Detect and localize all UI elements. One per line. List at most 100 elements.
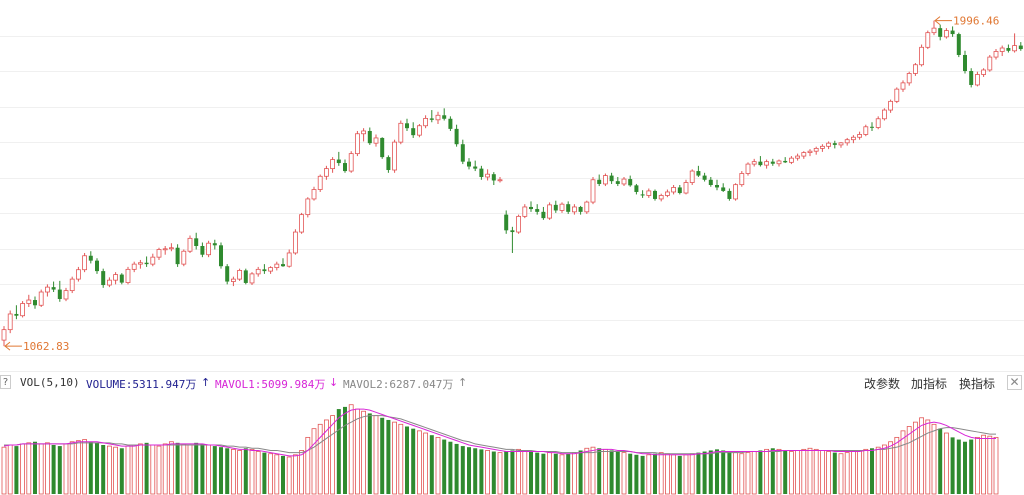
candle-body	[621, 178, 627, 185]
candle-body	[51, 287, 56, 290]
candle	[175, 244, 180, 267]
volume-bar	[423, 432, 429, 495]
volume-bar	[448, 441, 453, 494]
candle-body	[57, 289, 62, 299]
candle-body	[559, 203, 565, 211]
candle-body	[727, 190, 732, 199]
candle	[497, 176, 503, 183]
candle	[454, 124, 459, 147]
close-icon[interactable]: ✕	[1007, 375, 1022, 390]
volume-bar	[689, 453, 695, 495]
candle-body	[894, 88, 900, 102]
candle-body	[416, 125, 422, 136]
candle	[807, 149, 813, 157]
candle	[398, 120, 404, 145]
volume-bar	[764, 448, 769, 495]
candle	[683, 179, 689, 195]
volume-bar	[348, 404, 354, 495]
change-params-button[interactable]: 改参数	[864, 377, 901, 391]
candle	[900, 80, 906, 92]
add-indicator-button[interactable]: 加指标	[911, 377, 948, 391]
candle	[386, 155, 391, 173]
mavol1-down-arrow: ↓	[329, 376, 339, 389]
candle-body	[330, 159, 336, 170]
candle-body	[460, 144, 465, 162]
volume-bar	[386, 419, 391, 494]
volume-bar	[597, 448, 602, 494]
candle	[764, 159, 769, 169]
candle-body	[832, 143, 837, 145]
candle	[373, 134, 379, 147]
switch-indicator-button[interactable]: 换指标	[959, 377, 996, 391]
candle	[392, 139, 398, 173]
candle-body	[566, 204, 571, 212]
candle	[168, 243, 174, 252]
volume-bar	[653, 453, 657, 494]
volume-bar	[45, 442, 50, 495]
volume-bar	[863, 448, 869, 495]
candle	[237, 268, 243, 281]
candle	[305, 197, 311, 218]
volume-bar	[292, 454, 298, 495]
volume-bar	[497, 452, 503, 495]
candle	[925, 30, 931, 50]
candle-body	[162, 248, 168, 251]
candle	[665, 189, 670, 198]
volume-bar	[851, 451, 856, 495]
candle-body	[45, 286, 50, 293]
candle	[535, 204, 540, 215]
candle	[851, 135, 856, 144]
volume-bar	[789, 451, 794, 495]
candle-body	[807, 150, 813, 153]
volume-bar	[144, 442, 149, 494]
candle-body	[392, 141, 398, 171]
volume-bar	[541, 453, 546, 494]
candle-body	[150, 256, 156, 265]
candle-body	[801, 152, 807, 157]
candle-body	[708, 179, 713, 185]
candle	[194, 232, 199, 250]
candle	[88, 251, 93, 264]
volume-bar	[219, 447, 223, 494]
candle	[101, 268, 106, 288]
candle	[696, 165, 701, 177]
candle	[156, 247, 162, 260]
candle-body	[628, 179, 633, 186]
volume-bar	[373, 415, 379, 495]
volume-bar	[473, 448, 478, 494]
candles	[1, 20, 1023, 347]
volume-bar	[491, 451, 496, 494]
volume-bar	[442, 439, 447, 494]
candle-body	[20, 303, 26, 317]
volume-bar	[603, 448, 608, 495]
candle	[69, 276, 75, 294]
candle-body	[435, 114, 441, 121]
candle	[7, 310, 13, 334]
candle-body	[119, 274, 124, 283]
candle-body	[336, 159, 341, 164]
volume-bar	[225, 448, 230, 494]
candle	[95, 258, 99, 274]
volume-indicator-header: ? VOL(5,10) VOLUME:5311.947万 ↑ MAVOL1:50…	[0, 371, 1024, 393]
volume-bar	[535, 452, 540, 494]
volume-bar	[981, 434, 986, 495]
volume-bar	[919, 417, 924, 495]
low-price-label: 1062.83	[23, 340, 69, 353]
candle	[553, 200, 558, 213]
volume-bar	[243, 448, 248, 494]
volume-bar	[857, 450, 862, 495]
candle	[628, 175, 633, 187]
candle	[281, 258, 285, 267]
help-button[interactable]: ?	[0, 375, 11, 389]
volume-bar	[168, 441, 174, 495]
candle	[981, 68, 986, 77]
volume-bar	[640, 455, 645, 494]
candle	[745, 162, 751, 176]
candle-body	[137, 262, 143, 265]
candle	[510, 226, 515, 253]
volume-bar	[454, 443, 459, 494]
candle	[181, 249, 187, 267]
candle-body	[715, 185, 719, 188]
candle	[975, 71, 980, 87]
volume-bar	[131, 444, 137, 495]
